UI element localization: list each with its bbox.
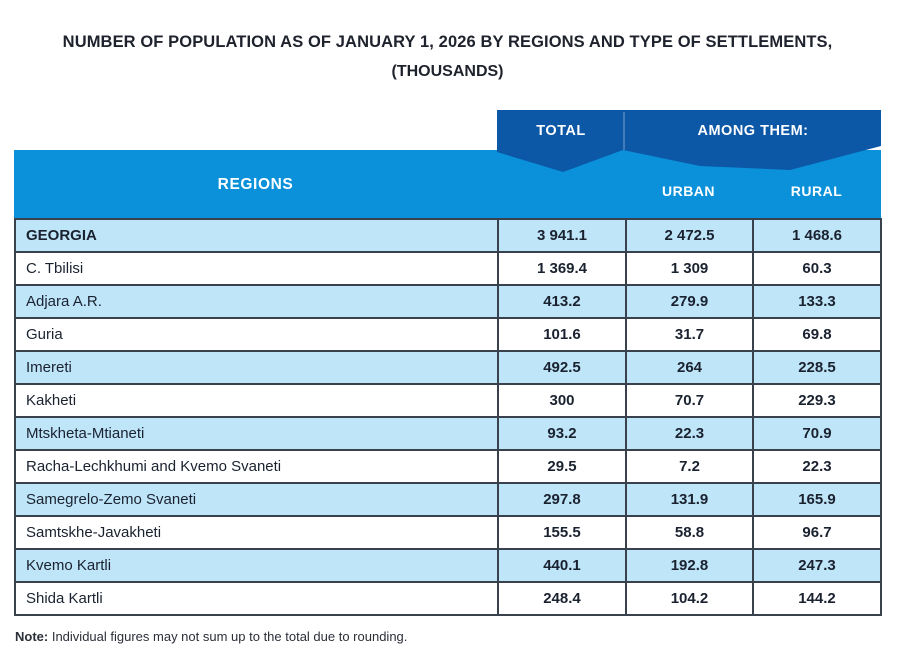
- total-cell: 3 941.1: [497, 218, 627, 253]
- table-row: Guria 101.6 31.7 69.8: [14, 317, 882, 352]
- total-cell: 440.1: [497, 548, 627, 583]
- total-cell: 93.2: [497, 416, 627, 451]
- table-row: Samegrelo-Zemo Svaneti 297.8 131.9 165.9: [14, 482, 882, 517]
- region-cell: Kakheti: [14, 383, 499, 418]
- figure-title-block: NUMBER OF POPULATION AS OF JANUARY 1, 20…: [14, 28, 881, 86]
- region-cell: Kvemo Kartli: [14, 548, 499, 583]
- table-row: Adjara A.R. 413.2 279.9 133.3: [14, 284, 882, 319]
- rural-cell: 165.9: [752, 482, 882, 517]
- population-table-body: GEORGIA 3 941.1 2 472.5 1 468.6 C. Tbili…: [14, 218, 882, 616]
- column-header-urban: URBAN: [661, 183, 716, 199]
- total-cell: 29.5: [497, 449, 627, 484]
- region-cell: C. Tbilisi: [14, 251, 499, 286]
- figure-subtitle: (THOUSANDS): [391, 63, 504, 80]
- footnote-label: Note:: [15, 629, 49, 644]
- urban-cell: 31.7: [625, 317, 754, 352]
- rural-cell: 1 468.6: [752, 218, 882, 253]
- population-table: GEORGIA 3 941.1 2 472.5 1 468.6 C. Tbili…: [14, 218, 882, 616]
- total-cell: 1 369.4: [497, 251, 627, 286]
- total-cell: 101.6: [497, 317, 627, 352]
- region-cell: Shida Kartli: [14, 581, 499, 616]
- region-cell: Imereti: [14, 350, 499, 385]
- footnote-text: Individual figures may not sum up to the…: [51, 629, 408, 644]
- urban-cell: 2 472.5: [625, 218, 754, 253]
- column-header-rural: RURAL: [790, 183, 843, 199]
- total-among-divider: [623, 112, 625, 150]
- urban-cell: 279.9: [625, 284, 754, 319]
- table-row: GEORGIA 3 941.1 2 472.5 1 468.6: [14, 218, 882, 253]
- total-cell: 413.2: [497, 284, 627, 319]
- table-row: Kakheti 300 70.7 229.3: [14, 383, 882, 418]
- table-row: Mtskheta-Mtianeti 93.2 22.3 70.9: [14, 416, 882, 451]
- rural-cell: 70.9: [752, 416, 882, 451]
- rural-cell: 229.3: [752, 383, 882, 418]
- rural-cell: 22.3: [752, 449, 882, 484]
- urban-cell: 58.8: [625, 515, 754, 550]
- urban-cell: 264: [625, 350, 754, 385]
- region-cell: Mtskheta-Mtianeti: [14, 416, 499, 451]
- rural-cell: 247.3: [752, 548, 882, 583]
- total-cell: 492.5: [497, 350, 627, 385]
- urban-cell: 131.9: [625, 482, 754, 517]
- region-cell: GEORGIA: [14, 218, 499, 253]
- header-band-dark-wave: [497, 110, 881, 172]
- column-header-regions: REGIONS: [217, 176, 294, 193]
- table-row: Racha-Lechkhumi and Kvemo Svaneti 29.5 7…: [14, 449, 882, 484]
- table-row: C. Tbilisi 1 369.4 1 309 60.3: [14, 251, 882, 286]
- table-row: Imereti 492.5 264 228.5: [14, 350, 882, 385]
- urban-cell: 192.8: [625, 548, 754, 583]
- table-row: Samtskhe-Javakheti 155.5 58.8 96.7: [14, 515, 882, 550]
- total-cell: 155.5: [497, 515, 627, 550]
- total-cell: 300: [497, 383, 627, 418]
- region-cell: Samegrelo-Zemo Svaneti: [14, 482, 499, 517]
- region-cell: Guria: [14, 317, 499, 352]
- urban-cell: 104.2: [625, 581, 754, 616]
- rural-cell: 144.2: [752, 581, 882, 616]
- urban-cell: 7.2: [625, 449, 754, 484]
- rural-cell: 96.7: [752, 515, 882, 550]
- rural-cell: 133.3: [752, 284, 882, 319]
- rural-cell: 228.5: [752, 350, 882, 385]
- figure-title: NUMBER OF POPULATION AS OF JANUARY 1, 20…: [62, 33, 833, 51]
- region-cell: Adjara A.R.: [14, 284, 499, 319]
- table-row: Shida Kartli 248.4 104.2 144.2: [14, 581, 882, 616]
- region-cell: Racha-Lechkhumi and Kvemo Svaneti: [14, 449, 499, 484]
- total-cell: 297.8: [497, 482, 627, 517]
- region-cell: Samtskhe-Javakheti: [14, 515, 499, 550]
- column-header-among-them: AMONG THEM:: [697, 123, 809, 139]
- rural-cell: 69.8: [752, 317, 882, 352]
- total-cell: 248.4: [497, 581, 627, 616]
- urban-cell: 70.7: [625, 383, 754, 418]
- column-header-total: TOTAL: [536, 123, 586, 139]
- footnote: Note: Individual figures may not sum up …: [15, 629, 407, 644]
- table-row: Kvemo Kartli 440.1 192.8 247.3: [14, 548, 882, 583]
- rural-cell: 60.3: [752, 251, 882, 286]
- urban-cell: 1 309: [625, 251, 754, 286]
- urban-cell: 22.3: [625, 416, 754, 451]
